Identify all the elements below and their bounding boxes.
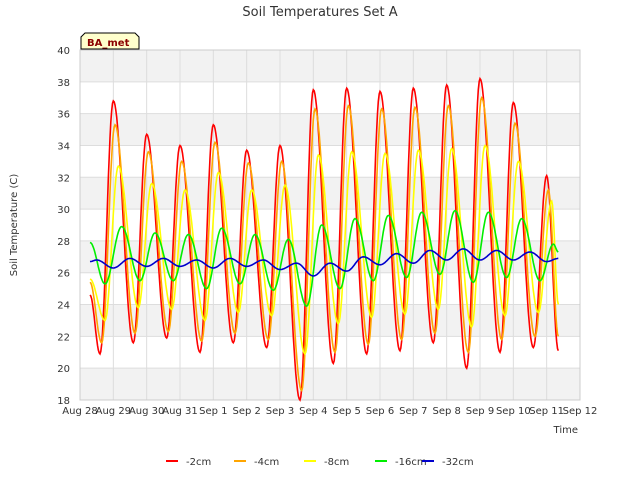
legend-label: -32cm [442, 457, 474, 468]
series-lines [89, 76, 560, 402]
x-tick-label: Sep 12 [563, 406, 598, 417]
badge-shape [80, 32, 140, 50]
y-tick-label: 24 [57, 301, 70, 312]
y-axis-label: Soil Temperature (C) [9, 174, 20, 277]
y-tick-label: 30 [57, 205, 70, 216]
y-tick-label: 20 [57, 364, 70, 375]
legend-label: -4cm [254, 457, 279, 468]
x-tick-label: Sep 3 [266, 406, 294, 417]
x-tick-label: Aug 31 [162, 406, 197, 417]
y-tick-label: 38 [57, 78, 70, 89]
plot-band [80, 177, 580, 210]
y-tick-label: 36 [57, 110, 70, 121]
plot-band [80, 368, 580, 400]
plot-band [80, 209, 580, 241]
plot-frame [79, 49, 581, 401]
series-line-minus-4cm [89, 96, 560, 393]
plot-band [80, 81, 580, 114]
x-tick-label: Sep 4 [299, 406, 327, 417]
legend-label: -8cm [324, 457, 349, 468]
x-tick-label: Sep 2 [232, 406, 260, 417]
station-badge: BA_met [80, 32, 140, 50]
x-tick-label: Sep 8 [432, 406, 460, 417]
legend: -2cm -4cm -8cm -16cm -32cm [166, 457, 474, 468]
plot-band [80, 50, 580, 82]
y-tick-label: 34 [57, 141, 70, 152]
x-tick-label: Sep 6 [366, 406, 394, 417]
y-tick-label: 40 [57, 46, 70, 57]
series-line-minus-16cm [89, 209, 559, 307]
x-tick-label: Sep 5 [332, 406, 360, 417]
series-line-minus-32cm [89, 248, 559, 277]
y-tick-label: 22 [57, 332, 70, 343]
plot-band [80, 113, 580, 146]
x-axis-label: Time [553, 425, 578, 436]
x-tick-label: Sep 11 [529, 406, 564, 417]
x-tick-label: Aug 29 [96, 406, 131, 417]
y-tick-label: 32 [57, 173, 70, 184]
plot-band [80, 145, 580, 178]
x-tick-label: Sep 7 [399, 406, 427, 417]
legend-label: -2cm [186, 457, 211, 468]
x-tick-label: Sep 1 [199, 406, 227, 417]
badge-label: BA_met [87, 38, 130, 49]
y-tick-label: 28 [57, 237, 70, 248]
y-tick-label: 18 [57, 396, 70, 407]
x-tick-label: Sep 9 [466, 406, 494, 417]
x-tick-label: Aug 28 [62, 406, 97, 417]
x-tick-label: Sep 10 [496, 406, 531, 417]
y-tick-label: 26 [57, 269, 70, 280]
y-tick-labels: 18 20 22 24 26 28 30 32 34 36 38 40 [57, 46, 70, 407]
chart-title: Soil Temperatures Set A [242, 5, 397, 20]
legend-label: -16cm [395, 457, 427, 468]
x-tick-label: Aug 30 [129, 406, 164, 417]
series-line-minus-8cm [89, 144, 560, 356]
